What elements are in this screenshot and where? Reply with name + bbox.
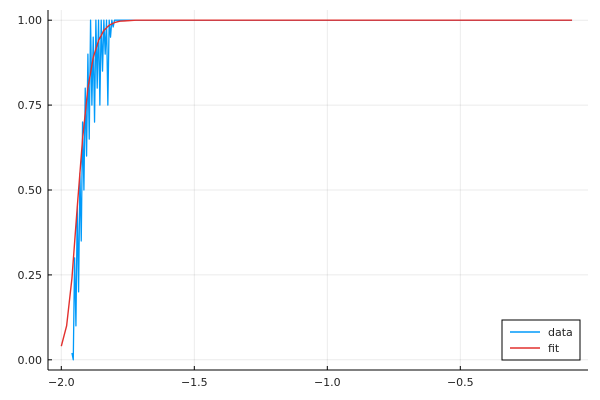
legend: data fit	[501, 319, 581, 361]
y-tick-label: 0.25	[18, 269, 43, 282]
legend-label-fit: fit	[548, 342, 560, 355]
series-line-data	[71, 19, 573, 361]
y-tick-label: 0.00	[18, 354, 43, 367]
legend-label-data: data	[548, 326, 573, 339]
x-tick-label: −0.5	[447, 376, 474, 389]
axes: −2.0 −1.5 −1.0 −0.5 0.00 0.25 0.50 0.75 1.00	[18, 10, 588, 389]
y-tick-label: 1.00	[18, 14, 43, 27]
x-tick-label: −1.5	[181, 376, 208, 389]
y-tick-label: 0.75	[18, 99, 43, 112]
y-tick-label: 0.50	[18, 184, 43, 197]
legend-box	[501, 319, 581, 361]
series-line-fit	[60, 19, 573, 347]
x-tick-label: −2.0	[48, 376, 75, 389]
series-layer	[60, 19, 573, 361]
grid-lines	[48, 10, 588, 370]
x-tick-label: −1.0	[314, 376, 341, 389]
